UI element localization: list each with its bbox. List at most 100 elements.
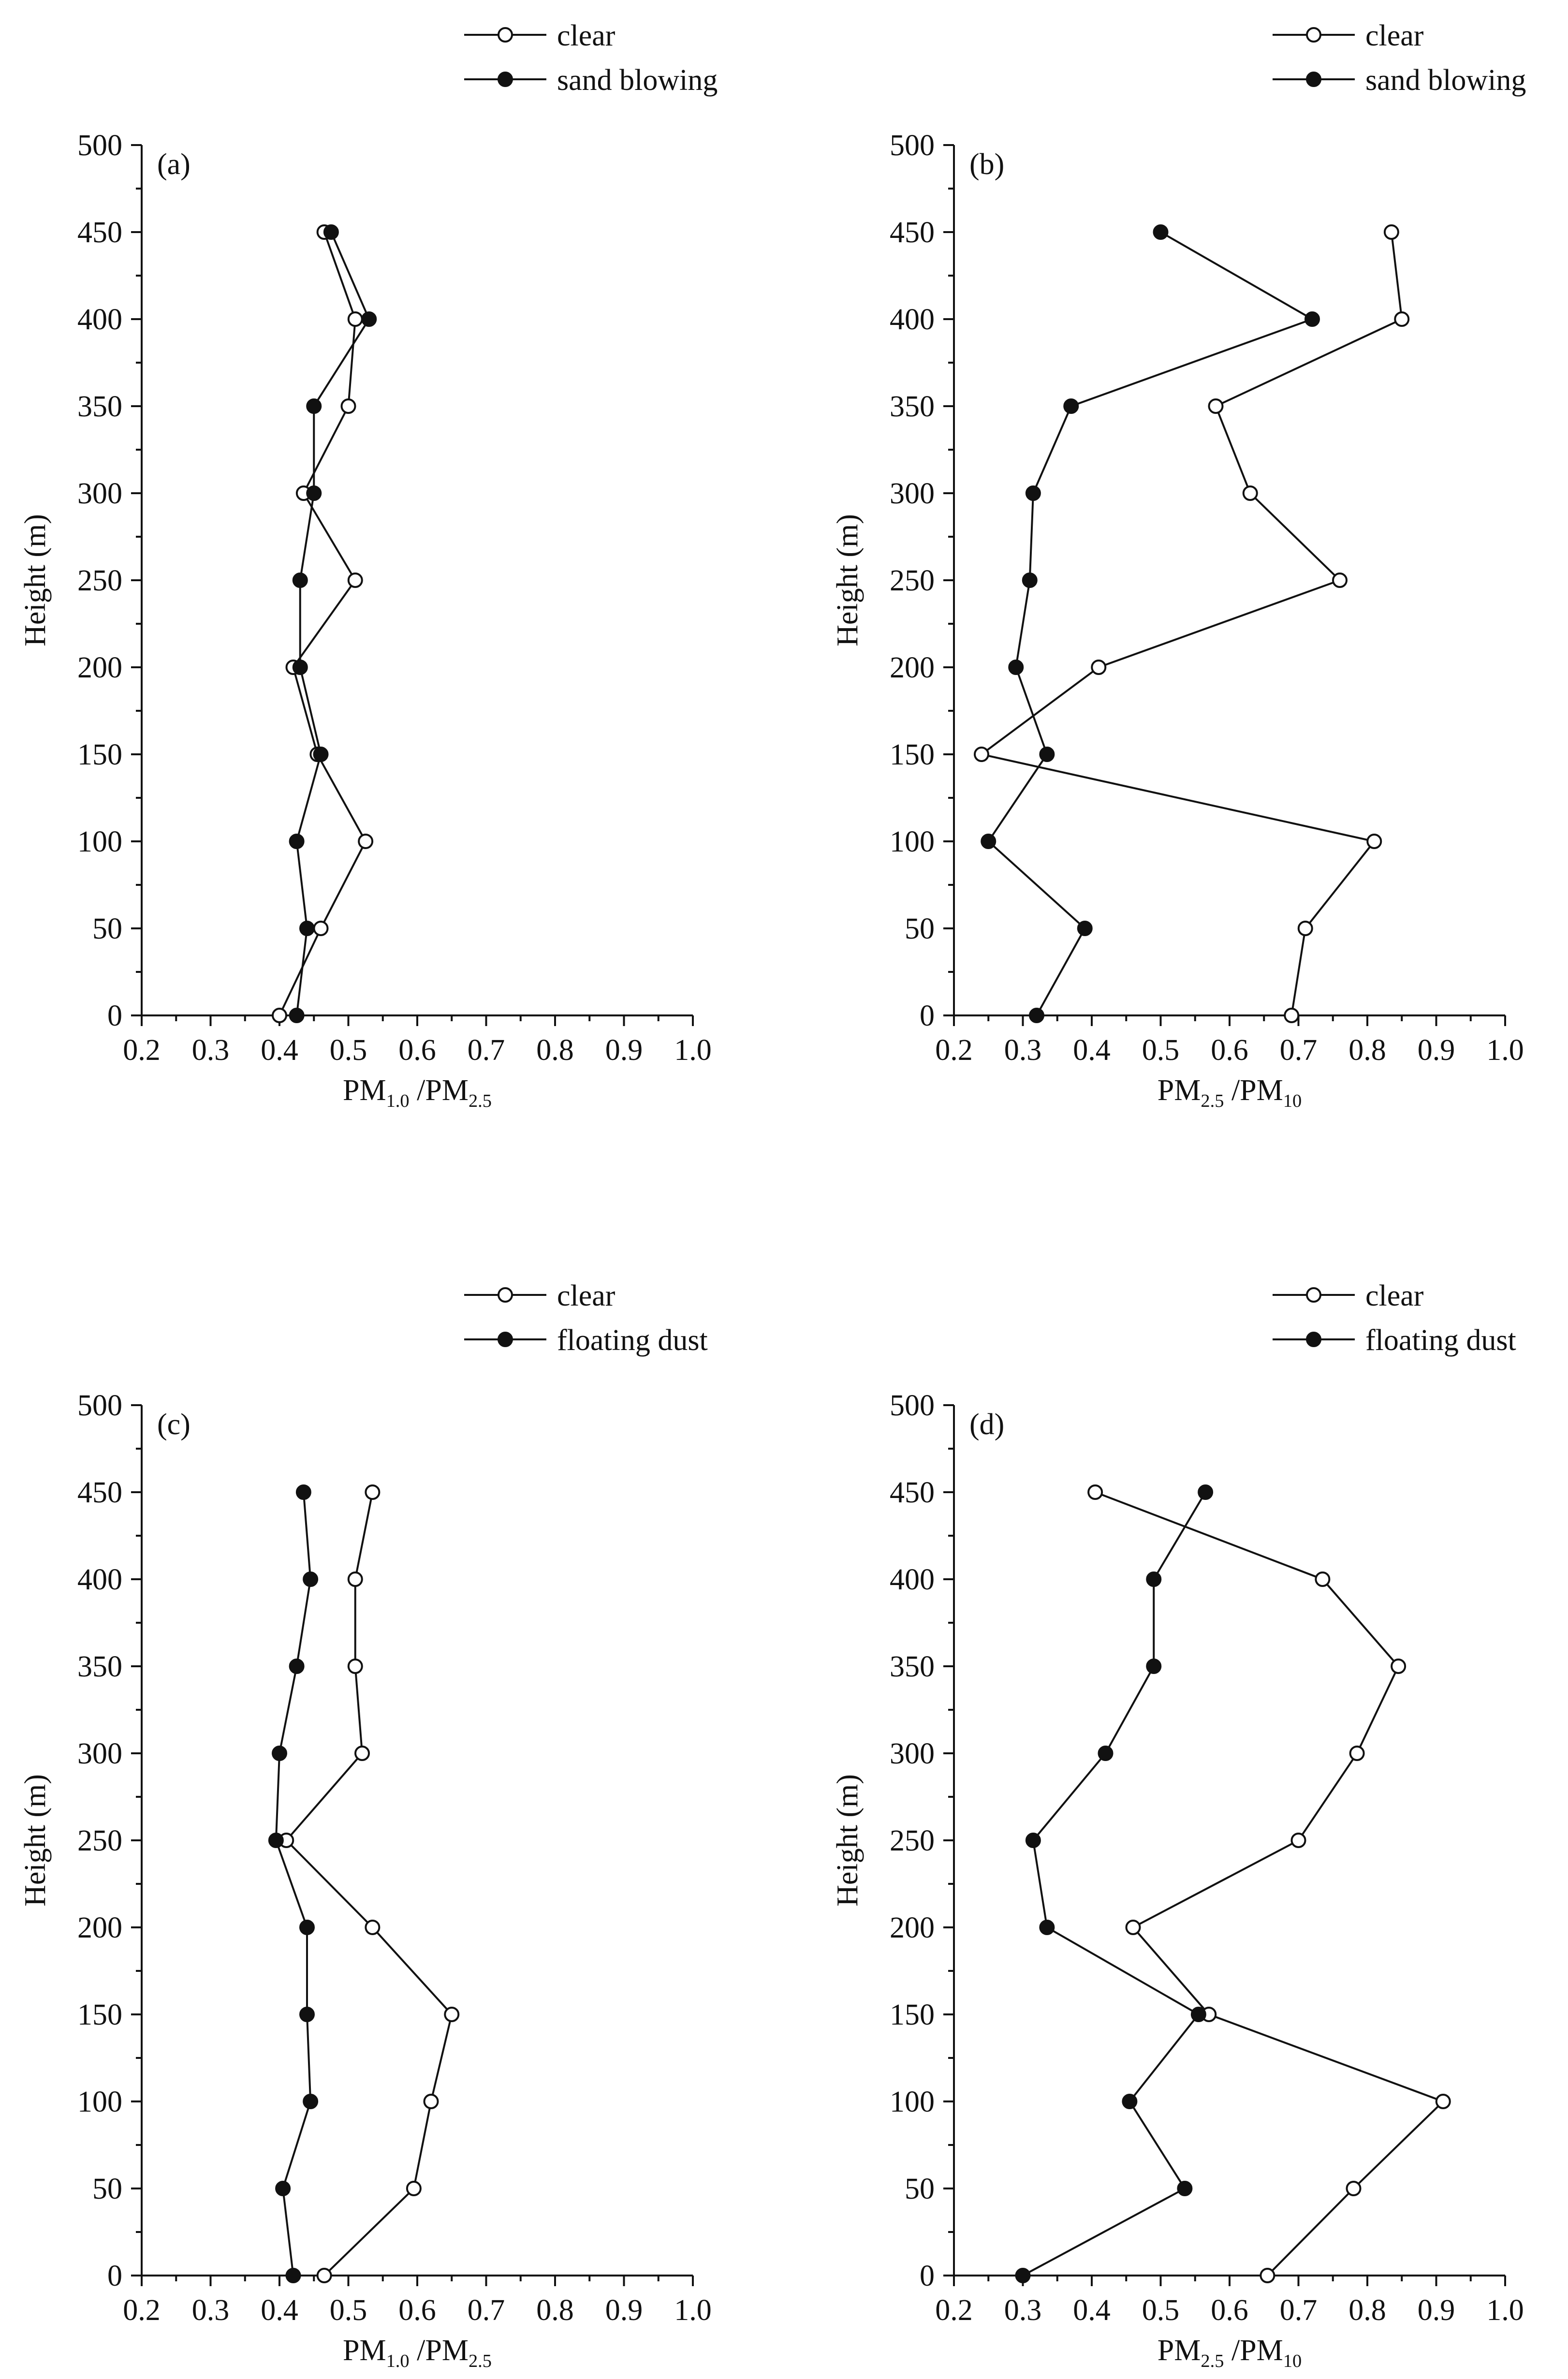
data-point-open	[313, 921, 329, 936]
data-point-filled	[289, 1659, 305, 1674]
data-point-filled	[1146, 1571, 1162, 1587]
x-tick-label: 1.0	[674, 1034, 712, 1067]
x-tick-label: 0.8	[536, 1034, 574, 1067]
legend: clear sand blowing	[464, 19, 718, 97]
legend-label: clear	[1365, 19, 1424, 52]
x-tick-label: 0.7	[468, 2294, 505, 2327]
data-point-filled	[1153, 224, 1169, 240]
panel-d: 0 50 100 150 200 250 300 350 400 450 500 0.2 0.3 0.4 0…	[831, 1279, 1524, 2371]
y-tick-label: 200	[890, 651, 935, 684]
x-tick-label: 0.7	[1280, 2294, 1318, 2327]
data-point-filled	[1098, 1746, 1114, 1761]
series-line	[1095, 1491, 1445, 2276]
data-point-filled	[299, 921, 315, 936]
y-tick-label: 0	[107, 2260, 122, 2292]
data-point-filled	[1304, 311, 1320, 327]
x-tick-label: 0.3	[192, 2294, 230, 2327]
legend-marker-open	[1306, 1287, 1321, 1303]
legend-marker-open	[1306, 27, 1321, 43]
y-tick-label: 150	[890, 1998, 935, 2031]
x-tick-label: 0.4	[1073, 1034, 1111, 1067]
x-tick-label: 1.0	[1486, 2294, 1524, 2327]
y-tick-label: 350	[890, 390, 935, 423]
y-tick-label: 400	[890, 303, 935, 336]
data-point-filled	[272, 1746, 287, 1761]
legend-marker-filled	[498, 1332, 513, 1347]
data-point-open	[1208, 398, 1224, 414]
x-tick-label: 0.6	[398, 1034, 436, 1067]
data-point-filled	[1039, 1920, 1055, 1935]
y-tick-label: 400	[890, 1563, 935, 1596]
x-tick-label: 0.4	[261, 2294, 298, 2327]
data-point-filled	[268, 1833, 284, 1848]
y-tick-label: 450	[890, 1476, 935, 1509]
panel-label: (a)	[157, 148, 191, 181]
y-tick-label: 500	[890, 1389, 935, 1422]
x-tick-label: 0.3	[1004, 1034, 1042, 1067]
data-point-filled	[292, 573, 308, 588]
legend-marker-filled	[1306, 1332, 1321, 1347]
y-tick-label: 350	[890, 1650, 935, 1683]
panel-a: 0 50 100 150 200 250 300 350 400 450 500 0.2 0.3 0.4 0…	[19, 19, 718, 1111]
data-point-open	[1394, 311, 1410, 327]
data-point-filled	[275, 2181, 291, 2196]
legend: clear floating dust	[464, 1279, 708, 1357]
y-tick-label: 50	[905, 912, 935, 945]
y-axis-label: Height (m)	[19, 1774, 52, 1907]
data-point-open	[423, 2094, 439, 2109]
x-tick-label: 0.5	[330, 2294, 367, 2327]
panel-c: 0 50 100 150 200 250 300 350 400 450 500 0.2 0.3 0.4 0…	[19, 1279, 712, 2371]
data-point-filled	[303, 2094, 319, 2109]
y-tick-label: 100	[77, 2085, 122, 2118]
y-tick-label: 400	[77, 1563, 122, 1596]
y-tick-label: 100	[890, 825, 935, 858]
y-tick-label: 50	[92, 2173, 122, 2205]
legend-label: floating dust	[557, 1324, 708, 1357]
y-tick-label: 0	[920, 999, 935, 1032]
data-point-open	[1346, 2181, 1362, 2196]
data-point-open	[347, 1659, 363, 1674]
legend-marker-open	[498, 27, 513, 43]
y-tick-label: 250	[890, 1824, 935, 1857]
data-point-open	[1242, 485, 1258, 501]
data-point-filled	[306, 398, 322, 414]
legend-label: clear	[1365, 1279, 1424, 1312]
data-point-filled	[299, 1920, 315, 1935]
y-tick-label: 300	[77, 477, 122, 510]
x-tick-label: 0.6	[1211, 1034, 1248, 1067]
data-point-filled	[299, 2007, 315, 2022]
x-tick-label: 0.4	[1073, 2294, 1111, 2327]
x-tick-label: 0.2	[935, 2294, 973, 2327]
x-tick-label: 0.6	[398, 2294, 436, 2327]
legend-label: clear	[557, 19, 615, 52]
data-point-open	[1290, 1833, 1306, 1848]
x-tick-label: 0.8	[1348, 1034, 1386, 1067]
data-point-open	[347, 311, 363, 327]
panel-label: (b)	[969, 148, 1004, 181]
x-tick-label: 0.9	[605, 1034, 643, 1067]
data-point-open	[406, 2181, 422, 2196]
data-point-open	[1435, 2094, 1451, 2109]
y-tick-label: 250	[890, 564, 935, 597]
y-tick-label: 0	[107, 999, 122, 1032]
data-point-open	[365, 1920, 381, 1935]
data-point-filled	[1077, 921, 1093, 936]
y-tick-label: 300	[890, 1737, 935, 1770]
y-tick-label: 50	[92, 912, 122, 945]
data-point-open	[1366, 834, 1382, 849]
x-tick-label: 0.8	[1348, 2294, 1386, 2327]
y-tick-label: 200	[77, 1911, 122, 1944]
y-tick-label: 100	[77, 825, 122, 858]
data-point-open	[1315, 1571, 1331, 1587]
data-point-filled	[289, 834, 305, 849]
data-point-filled	[1063, 398, 1079, 414]
x-tick-label: 0.3	[192, 1034, 230, 1067]
x-tick-label: 0.8	[536, 2294, 574, 2327]
legend-label: clear	[557, 1279, 615, 1312]
y-tick-label: 450	[77, 1476, 122, 1509]
y-tick-label: 250	[77, 1824, 122, 1857]
legend-label: floating dust	[1365, 1324, 1516, 1357]
data-point-filled	[361, 311, 377, 327]
legend-marker-filled	[498, 72, 513, 87]
data-point-open	[1087, 1484, 1103, 1500]
